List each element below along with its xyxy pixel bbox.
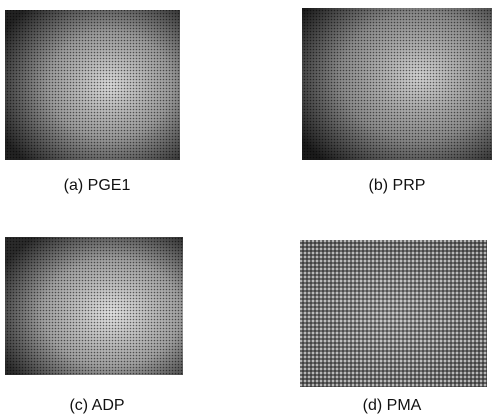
panel-d	[300, 240, 487, 387]
panel-c	[5, 237, 183, 375]
caption: (b) PRP	[369, 177, 426, 194]
halftone	[5, 237, 183, 375]
caption: (a) PGE1	[64, 177, 131, 194]
halftone	[302, 8, 492, 160]
caption: (c) ADP	[69, 397, 124, 414]
panel-a	[5, 10, 180, 160]
halftone	[5, 10, 180, 160]
panel-b	[302, 8, 492, 160]
halftone	[300, 240, 487, 387]
caption: (d) PMA	[363, 397, 422, 414]
